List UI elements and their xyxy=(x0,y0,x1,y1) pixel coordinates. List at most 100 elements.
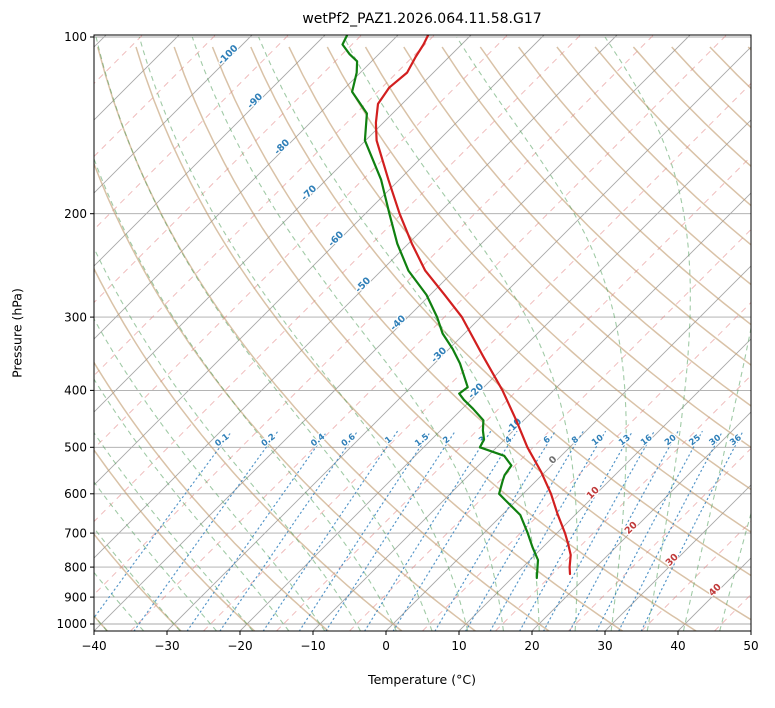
mixing-ratio-line xyxy=(364,430,492,631)
mixing-ratio-line xyxy=(640,430,744,631)
isotherm-label: -70 xyxy=(299,183,319,203)
moist-adiabat-line xyxy=(94,246,362,631)
x-ticks: −40 −30 −20 −10 0 10 20 30 40 50 xyxy=(81,631,759,653)
moist-adiabat-line xyxy=(191,36,504,631)
y-tick-label: 800 xyxy=(64,560,87,574)
mixing-ratio-line xyxy=(219,430,358,631)
x-tick-label: −40 xyxy=(81,639,106,653)
y-tick-label: 100 xyxy=(64,30,87,44)
isotherm-line xyxy=(94,35,180,121)
moist-adiabat-line xyxy=(756,37,775,631)
mixing-ratio-line xyxy=(298,430,432,631)
x-tick-label: 20 xyxy=(524,639,539,653)
x-tick-label: 50 xyxy=(743,639,758,653)
isotherm-label: -90 xyxy=(245,91,265,111)
mixing-ratio-line xyxy=(186,430,328,631)
isotherm-line xyxy=(94,35,691,631)
mixing-ratio-label: 6 xyxy=(542,435,553,447)
isotherm-line xyxy=(94,35,399,340)
dry-adiabat-line xyxy=(173,46,697,631)
x-tick-label: 10 xyxy=(451,639,466,653)
isotherm-line xyxy=(94,35,618,559)
mixing-ratio-line xyxy=(262,430,398,631)
isotherm-minor-line xyxy=(349,228,751,631)
isotherm-line xyxy=(239,119,751,631)
moist-adiabat-line xyxy=(258,36,540,631)
dry-adiabat-line xyxy=(479,46,751,326)
dry-adiabat-line xyxy=(135,46,623,631)
mixing-ratio-line xyxy=(133,430,279,631)
dry-adiabat-line xyxy=(94,448,256,631)
mixing-ratio-label: 20 xyxy=(663,433,679,448)
isotherm-line xyxy=(750,630,751,631)
y-tick-label: 700 xyxy=(64,526,87,540)
dry-adiabat-line xyxy=(94,161,476,631)
isotherm-line xyxy=(385,265,751,631)
mixing-ratio-line xyxy=(543,430,655,631)
isotherm-line xyxy=(166,46,751,631)
isotherm-line xyxy=(458,338,751,631)
isotherm-line xyxy=(677,557,751,631)
dry-adiabat-line xyxy=(403,46,751,407)
isotherm-minor-line xyxy=(714,593,751,631)
isotherm-line xyxy=(531,411,751,631)
moist-adiabat-line xyxy=(94,481,217,631)
mixing-ratio-label: 0.6 xyxy=(340,432,358,449)
y-ticks: 100 200 300 400 500 600 700 800 900 1000 xyxy=(56,30,94,631)
isotherm-line xyxy=(94,35,253,194)
dry-adiabat-line xyxy=(632,46,751,168)
x-axis-label: Temperature (°C) xyxy=(368,672,476,687)
temperature-line xyxy=(374,35,572,576)
dry-adiabat-line xyxy=(747,46,751,51)
mixing-ratio-label: 4 xyxy=(503,435,514,447)
x-tick-label: −20 xyxy=(227,639,252,653)
moist-adiabat-line xyxy=(456,36,627,631)
y-tick-label: 300 xyxy=(64,310,87,324)
moist-adiabat-line xyxy=(94,431,254,631)
mixing-ratio-labels: 0.1 0.2 0.4 0.6 1 1.5 2 3 4 6 8 10 13 16 20 25 30 36 xyxy=(212,431,745,451)
dewpoint-profile xyxy=(341,35,540,580)
x-tick-label: 0 xyxy=(382,639,390,653)
moist-adiabat-line xyxy=(604,36,691,631)
dry-adiabats xyxy=(94,46,751,631)
mixing-ratio-line xyxy=(489,430,606,631)
isotherm-minor-line xyxy=(94,35,508,450)
isotherm-label: 40 xyxy=(707,581,724,598)
moist-adiabat-line xyxy=(138,36,469,631)
isotherm-line xyxy=(94,35,472,413)
mixing-ratio-line xyxy=(94,430,233,619)
isotherm-label: -60 xyxy=(326,229,346,249)
dry-adiabat-line xyxy=(671,46,751,129)
y-tick-label: 200 xyxy=(64,207,87,221)
moist-adiabat-line xyxy=(94,317,326,631)
mixing-ratio-line xyxy=(519,430,633,631)
isotherm-minor-line xyxy=(94,35,435,377)
isotherm-line xyxy=(94,35,326,267)
mixing-ratio-line xyxy=(434,430,556,631)
dry-adiabat-line xyxy=(96,46,550,631)
x-tick-label: 40 xyxy=(670,639,685,653)
mixing-ratio-label: 0.2 xyxy=(260,432,278,449)
isotherm-minor-line xyxy=(276,155,751,631)
mixing-ratio-line xyxy=(465,430,584,631)
plot-border xyxy=(93,34,752,632)
y-tick-label: 900 xyxy=(64,590,87,604)
moist-adiabat-line xyxy=(94,378,290,631)
isotherm-minor-line xyxy=(422,301,751,631)
isotherm-minor-line xyxy=(130,35,727,631)
dry-adiabat-line xyxy=(364,46,751,449)
dry-adiabat-line xyxy=(441,46,751,366)
dry-adiabat-line xyxy=(94,532,182,631)
y-tick-label: 600 xyxy=(64,487,87,501)
isotherm-label: 20 xyxy=(623,519,640,536)
x-tick-label: −30 xyxy=(154,639,179,653)
moist-adiabat-line xyxy=(94,527,181,631)
mixing-ratio-line xyxy=(569,430,679,631)
mixing-ratio-line xyxy=(595,430,703,631)
moist-adiabat-line xyxy=(343,36,578,631)
dewpoint-line xyxy=(341,35,540,580)
isotherm-line xyxy=(604,484,751,631)
y-tick-label: 500 xyxy=(64,441,87,455)
mixing-ratio-label: 36 xyxy=(728,433,744,448)
